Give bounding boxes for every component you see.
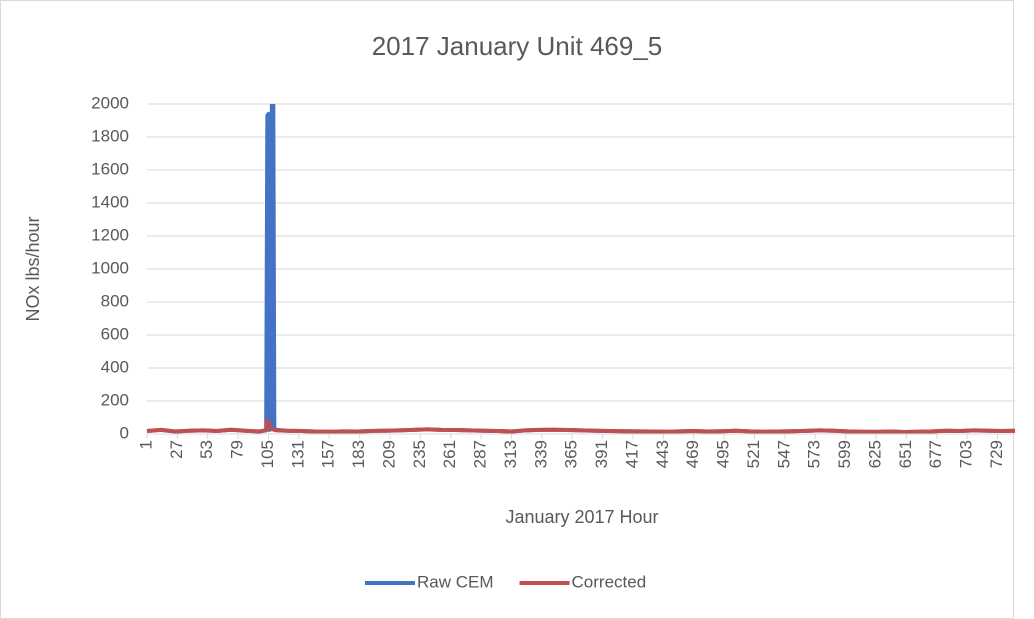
x-tick-label: 573 xyxy=(805,440,824,468)
y-tick-label: 800 xyxy=(101,291,129,310)
x-tick-label: 729 xyxy=(987,440,1006,468)
x-axis-title: January 2017 Hour xyxy=(505,507,658,527)
y-tick-label: 1200 xyxy=(91,225,129,244)
y-tick-label: 400 xyxy=(101,357,129,376)
x-tick-label: 131 xyxy=(288,440,307,468)
x-tick-label: 599 xyxy=(835,440,854,468)
y-tick-label: 1000 xyxy=(91,258,129,277)
x-tick-label: 209 xyxy=(379,440,398,468)
y-tick-label: 200 xyxy=(101,390,129,409)
x-tick-label: 27 xyxy=(167,440,186,459)
x-tick-label: 287 xyxy=(471,440,490,468)
x-tick-label: 443 xyxy=(653,440,672,468)
x-tick-label: 521 xyxy=(744,440,763,468)
y-tick-label: 1800 xyxy=(91,126,129,145)
x-tick-label: 651 xyxy=(896,440,915,468)
x-tick-label: 53 xyxy=(197,440,216,459)
x-tick-label: 391 xyxy=(592,440,611,468)
x-tick-label: 105 xyxy=(258,440,277,468)
x-tick-label: 261 xyxy=(440,440,459,468)
y-tick-label: 1400 xyxy=(91,192,129,211)
x-tick-label: 677 xyxy=(926,440,945,468)
x-tick-label: 495 xyxy=(714,440,733,468)
x-tick-label: 1 xyxy=(136,440,155,449)
y-tick-label: 600 xyxy=(101,324,129,343)
legend-label: Corrected xyxy=(572,572,647,591)
x-tick-label: 79 xyxy=(228,440,247,459)
x-tick-label: 183 xyxy=(349,440,368,468)
x-tick-label: 469 xyxy=(683,440,702,468)
x-tick-label: 339 xyxy=(531,440,550,468)
y-tick-label: 1600 xyxy=(91,159,129,178)
x-tick-label: 625 xyxy=(865,440,884,468)
line-series xyxy=(146,418,1016,435)
y-axis-title: NOx lbs/hour xyxy=(23,216,43,321)
x-tick-label: 157 xyxy=(319,440,338,468)
x-tick-label: 417 xyxy=(622,440,641,468)
y-tick-label: 0 xyxy=(120,423,129,442)
x-tick-label: 365 xyxy=(562,440,581,468)
x-tick-label: 703 xyxy=(957,440,976,468)
chart-title: 2017 January Unit 469_5 xyxy=(372,31,663,61)
legend-label: Raw CEM xyxy=(417,572,494,591)
x-tick-label: 547 xyxy=(774,440,793,468)
x-tick-label: 235 xyxy=(410,440,429,468)
x-tick-label: 313 xyxy=(501,440,520,468)
y-tick-label: 2000 xyxy=(91,93,129,112)
